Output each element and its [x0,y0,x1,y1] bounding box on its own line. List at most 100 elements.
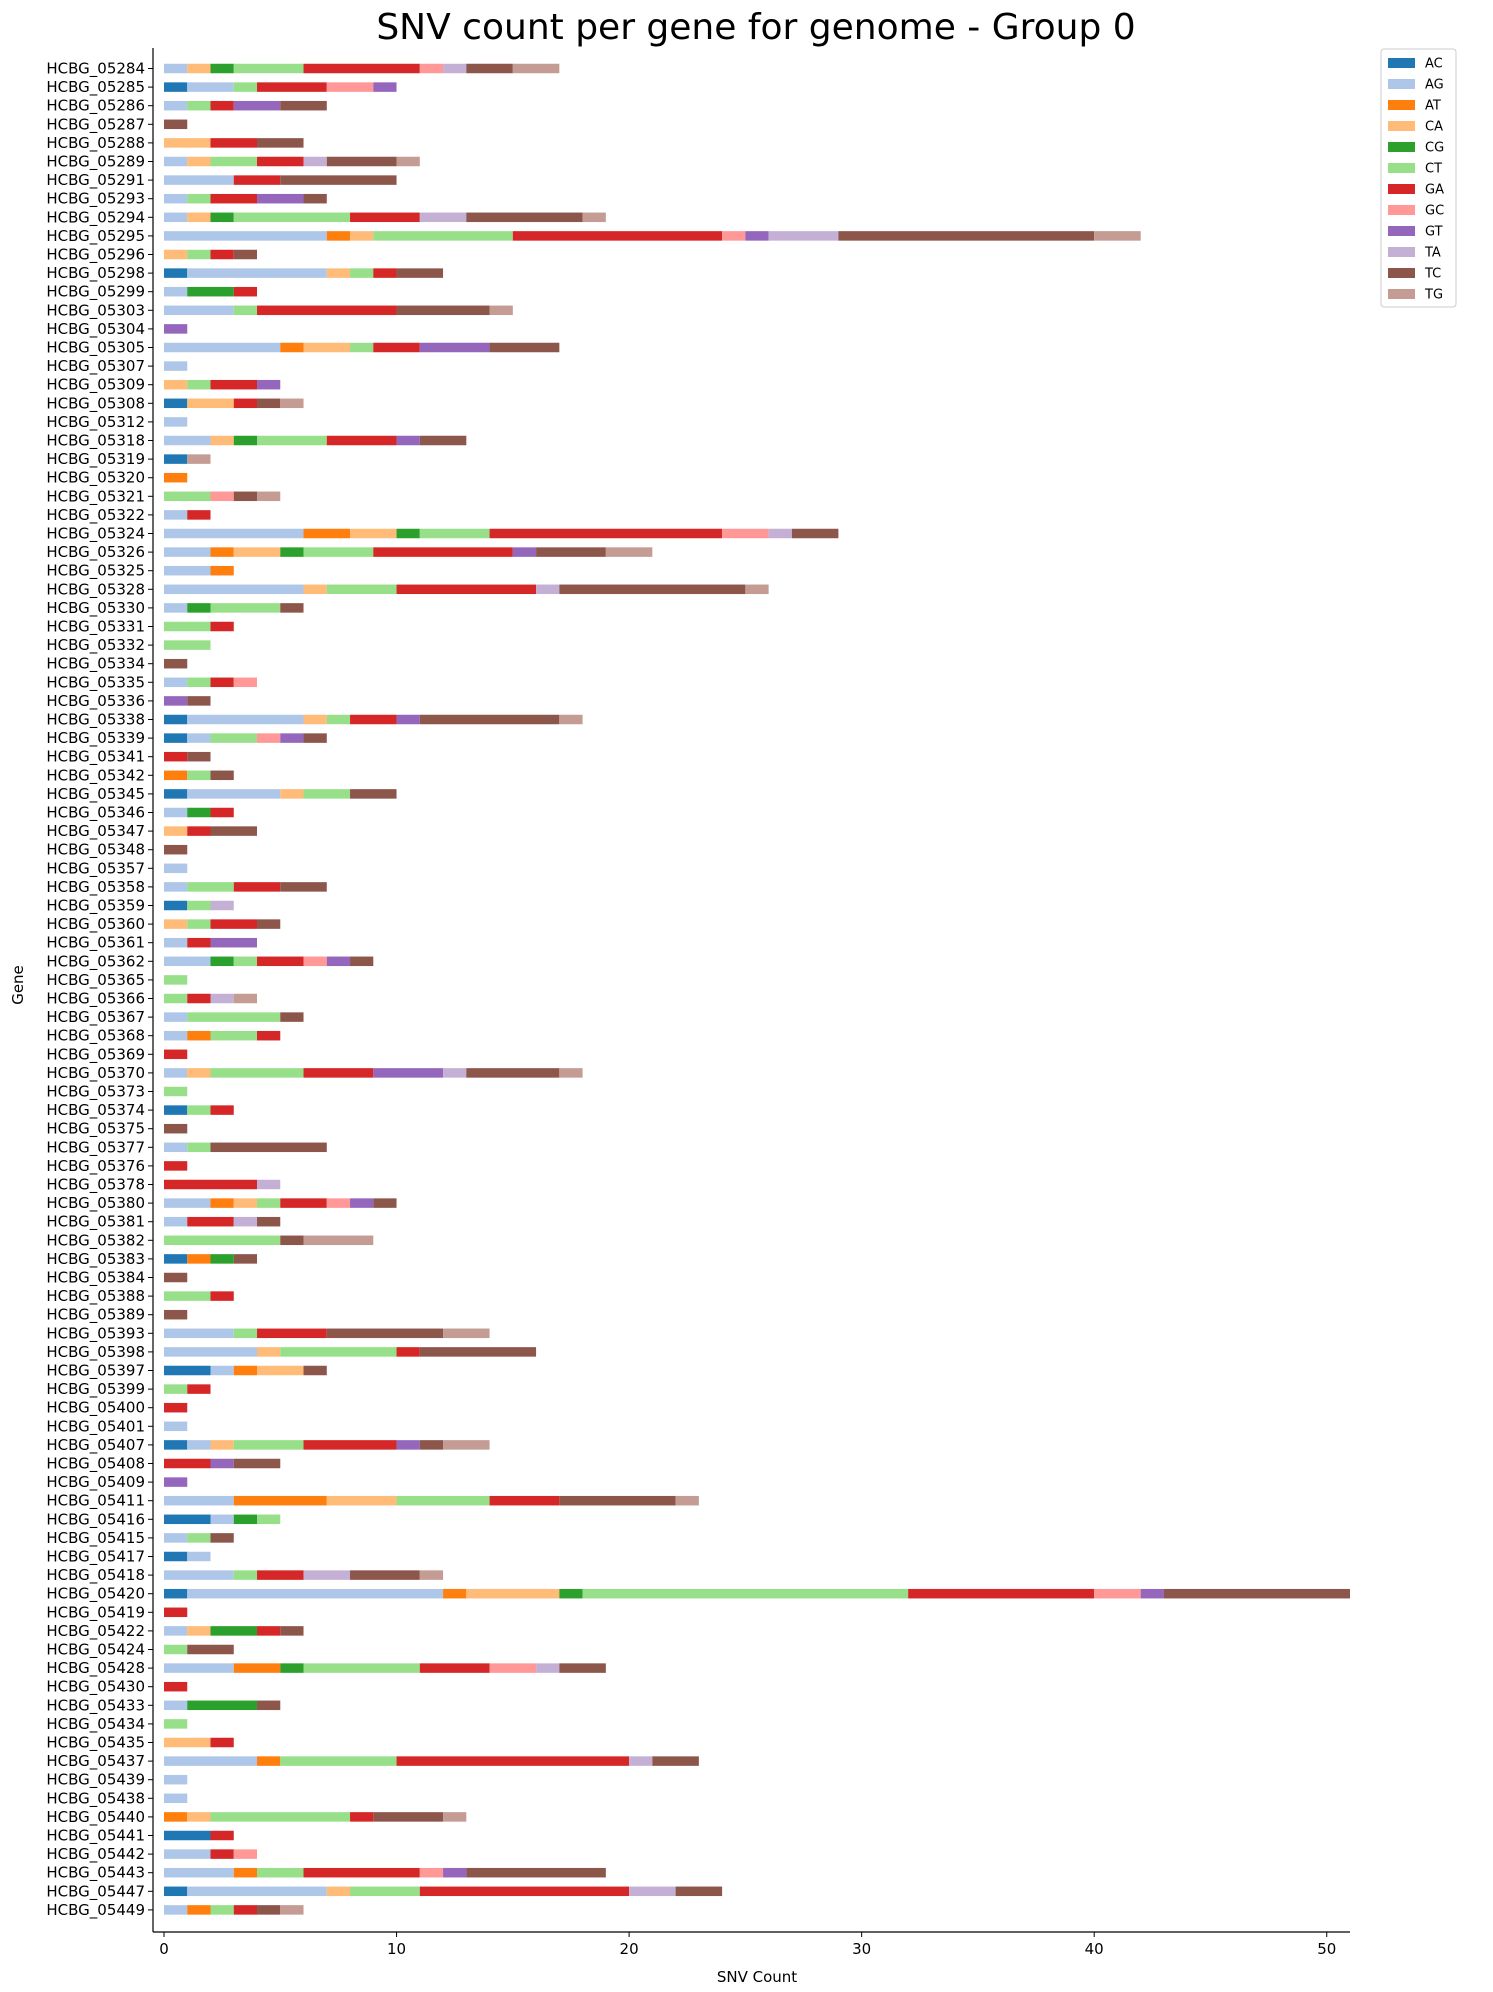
bar-segment-ag [164,1328,234,1339]
bar-segment-ga [187,937,211,948]
bar-segment-ca [187,212,211,223]
bar-segment-cg [210,212,234,223]
bar-segment-ag [187,268,327,278]
bar-segment-ta [629,1886,676,1897]
bar-segment-tc [1163,1588,1350,1599]
bar-segment-ag [164,565,211,576]
bar-segment-ca [303,342,351,353]
bar-segment-ag [164,1570,234,1580]
bar-segment-tc [233,491,258,502]
bar-segment-ca [164,379,188,390]
bar-segment-ga [210,807,234,818]
bar-segment-ct [187,249,211,260]
bar-segment-tc [303,1365,327,1376]
y-tick-label: HCBG_05422 [46,1622,145,1641]
bar-segment-tc [466,212,583,223]
bar-segment-ga [303,1068,374,1078]
bar-segment-gt [419,342,490,353]
bar-segment-tg [675,1495,699,1506]
bar-segment-ct [233,1328,258,1339]
bar-segment-ct [233,956,258,967]
bar-segment-ga [257,156,304,167]
bar-segment-ga [210,1849,234,1859]
bar-segment-ag [164,156,188,167]
bar-segment-ag [164,1347,258,1357]
bar-segment-gt [164,1477,188,1487]
bar-segment-ga [396,584,537,595]
y-tick-label: HCBG_05321 [46,487,145,506]
y-tick-label: HCBG_05365 [46,971,145,990]
bar-segment-ag [164,1068,188,1078]
bar-segment-ga [257,956,304,967]
bar-segment-ag [187,789,281,799]
x-tick-label: 20 [620,1940,639,1958]
bar-segment-ct [164,1086,188,1097]
bar-segment-ct [164,1235,281,1246]
bar-segment-ga [257,1626,281,1636]
bar-segment-ct [164,491,211,502]
bar-segment-tc [210,1533,234,1543]
bar-segment-at [210,1198,234,1208]
bars-group [164,63,1350,1915]
bar-segment-tc [559,1495,676,1506]
bar-segment-ct [164,1719,188,1729]
bar-segment-ca [257,1365,304,1376]
bar-segment-ct [164,640,211,650]
y-tick-label: HCBG_05305 [46,339,145,358]
y-tick-label: HCBG_05440 [46,1808,145,1827]
bar-segment-ct [164,621,211,632]
y-tick-label: HCBG_05375 [46,1120,145,1139]
bar-segment-tc [257,1216,281,1227]
bar-segment-ct [326,714,351,725]
bar-segment-gt [164,696,188,706]
y-tick-label: HCBG_05400 [46,1399,145,1418]
bar-segment-ac [164,789,188,799]
bar-segment-cg [187,1700,258,1711]
bar-segment-ag [164,863,188,874]
legend-label-ac: AC [1425,57,1443,72]
bar-segment-gt [257,193,304,204]
bar-segment-at [210,547,234,557]
y-tick-label: HCBG_05303 [46,301,145,320]
bar-segment-ga [257,1030,281,1041]
bar-segment-ac [164,1830,211,1841]
bar-segment-tc [350,1570,420,1580]
bar-segment-ga [257,1570,304,1580]
bar-segment-ag [164,63,188,74]
y-tick-label: HCBG_05408 [46,1455,145,1474]
bar-segment-ga [164,1607,188,1618]
bar-segment-ga [187,1384,211,1394]
y-tick-label: HCBG_05428 [46,1659,145,1678]
bar-segment-ga [187,826,211,836]
bar-segment-gt [373,82,397,92]
bar-segment-ag [164,193,188,204]
y-tick-label: HCBG_05289 [46,153,145,172]
y-tick-label: HCBG_05368 [46,1027,145,1046]
y-tick-label: HCBG_05359 [46,897,145,916]
bar-segment-ca [187,398,234,409]
bar-segment-ta [768,231,839,241]
y-tick-label: HCBG_05298 [46,264,145,283]
bar-segment-ct [257,1514,281,1525]
y-tick-label: HCBG_05331 [46,618,145,637]
bar-segment-ga [257,305,397,316]
legend-swatch-ga [1388,184,1415,194]
bar-segment-at [280,342,304,353]
bar-segment-cg [233,435,258,446]
bar-segment-ct [187,919,211,929]
x-tick-label: 30 [852,1940,871,1958]
bar-segment-gt [745,231,769,241]
bar-segment-ga [396,1756,630,1766]
bar-segment-gc [722,528,769,539]
y-tick-label: HCBG_05399 [46,1380,145,1399]
bar-segment-tg [280,398,304,409]
legend-swatch-ac [1388,58,1415,68]
bar-segment-tc [675,1886,723,1897]
bar-segment-ct [187,882,234,892]
bar-segment-tg [280,1905,304,1915]
bar-segment-ct [303,547,374,557]
y-tick-label: HCBG_05286 [46,97,145,116]
bar-segment-ag [164,584,304,595]
bar-segment-ta [233,1216,258,1227]
bar-segment-ac [164,1365,211,1376]
